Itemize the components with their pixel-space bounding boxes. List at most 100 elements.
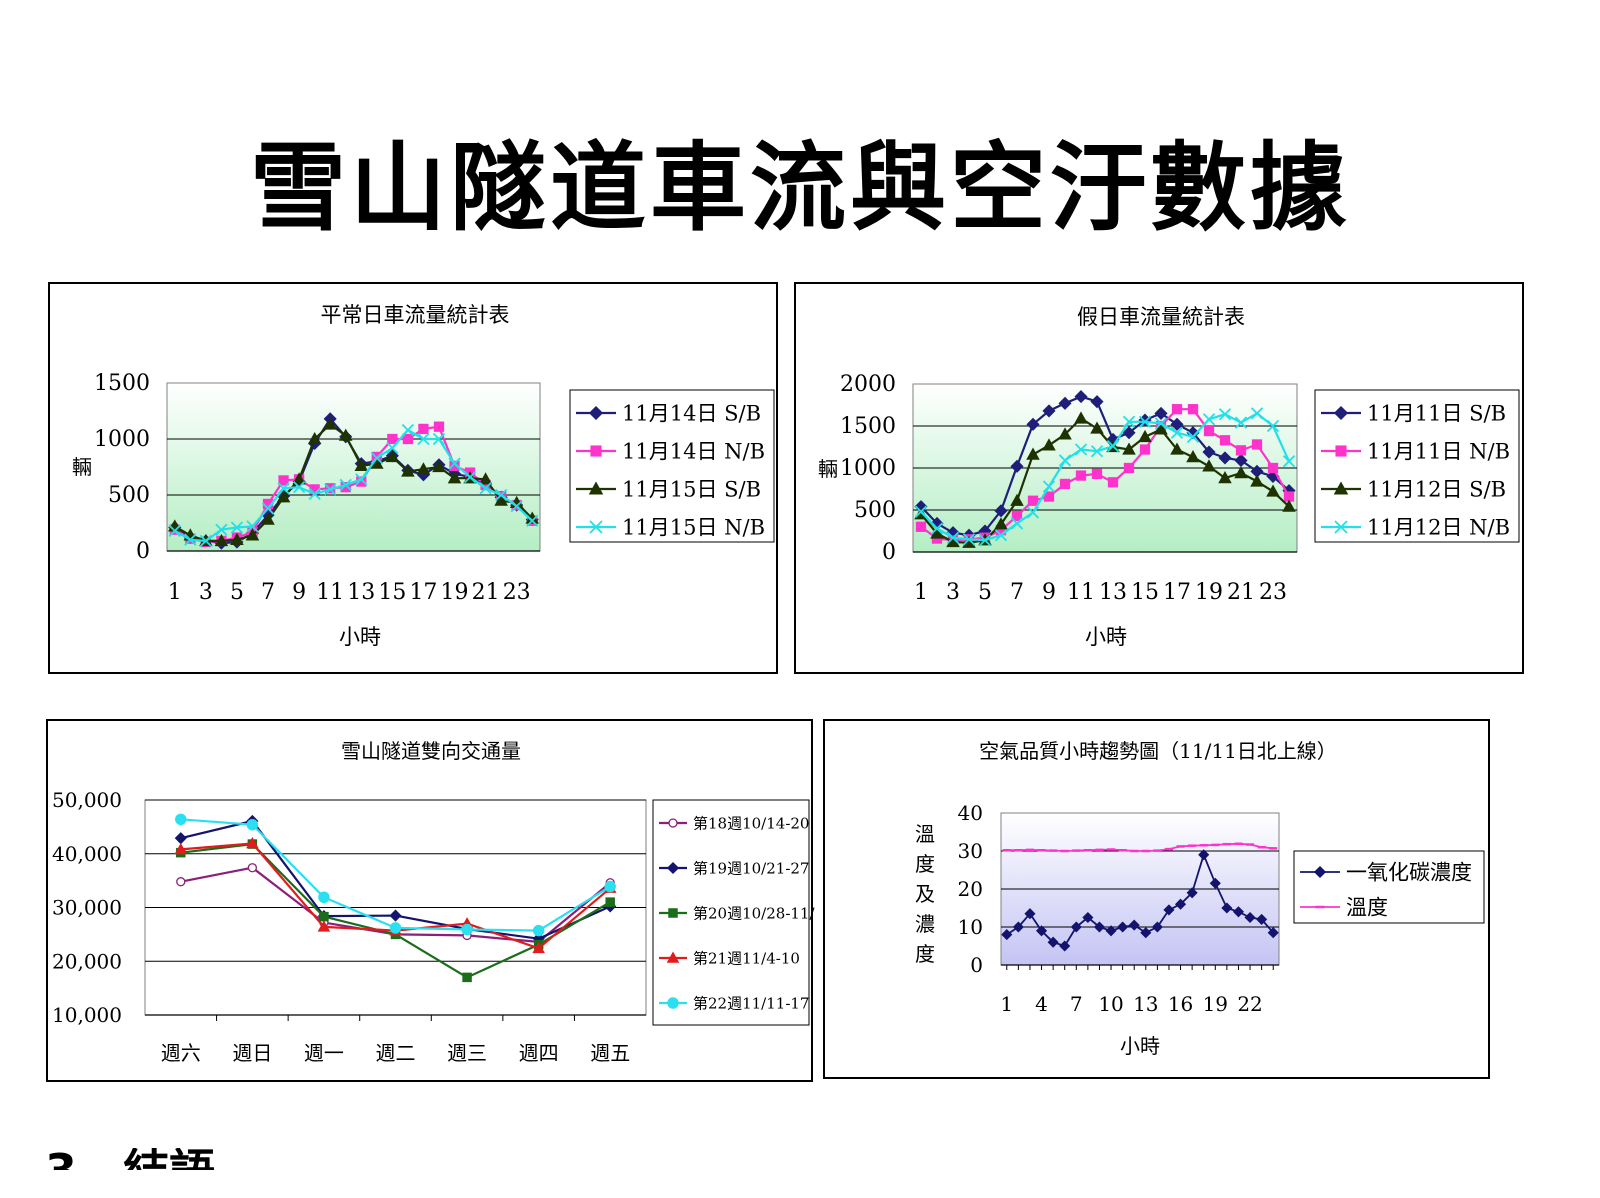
diamond-marker <box>1232 906 1245 918</box>
x-tick-label: 週二 <box>376 1041 416 1065</box>
x-tick-label: 週一 <box>304 1041 344 1065</box>
cross-marker <box>1010 517 1024 530</box>
x-tick-label: 週三 <box>447 1041 487 1065</box>
chart-panel-weekly-traffic: 雪山隧道雙向交通量 10,000 20,000 30,000 40,000 50,000 週… <box>46 719 815 1082</box>
square-marker <box>433 421 445 432</box>
cross-marker <box>1106 440 1120 453</box>
square-marker <box>1027 495 1039 506</box>
legend-label: 第22週11/11-17 <box>693 994 809 1012</box>
y-tick-label: 40,000 <box>52 842 122 866</box>
diamond-marker <box>1333 405 1349 421</box>
cross-marker <box>1058 454 1072 467</box>
series-2 <box>1002 842 1278 853</box>
y-tick-label: 500 <box>108 483 150 508</box>
diamond-marker <box>1202 445 1216 459</box>
square-marker <box>1219 435 1231 446</box>
diamond-marker <box>1070 921 1082 933</box>
legend-label: 11月15日 N/B <box>622 516 765 540</box>
legend-label: 第20週10/28-11/3 <box>693 904 815 922</box>
legend-item: 第22週11/11-17 <box>659 994 809 1012</box>
x-tick-label: 13 <box>1133 992 1158 1016</box>
chart-title: 空氣品質小時趨勢圖（11/11日北上線） <box>979 739 1337 763</box>
triangle-marker <box>930 526 944 539</box>
legend-label: 一氧化碳濃度 <box>1346 861 1472 885</box>
y-tick-label: 500 <box>854 498 896 523</box>
cross-marker <box>432 432 446 446</box>
cross-marker <box>1334 520 1348 534</box>
diamond-marker <box>1001 929 1013 941</box>
cross-marker <box>324 483 337 496</box>
cross-marker <box>994 529 1008 542</box>
x-tick-label: 17 <box>1163 580 1191 605</box>
x-tick-label: 1 <box>168 580 182 605</box>
series-1 <box>1001 849 1279 952</box>
x-axis-label: 小時 <box>1085 625 1127 649</box>
cross-marker <box>1186 430 1200 444</box>
cross-marker <box>1282 455 1296 468</box>
y-tick-label: 50,000 <box>52 788 122 812</box>
triangle-marker <box>1282 499 1296 512</box>
diamond-marker <box>1128 919 1140 931</box>
triangle-marker <box>532 941 545 954</box>
x-tick-label: 19 <box>1203 992 1228 1016</box>
x-tick-label: 7 <box>1070 992 1083 1016</box>
diamond-marker <box>1186 887 1198 899</box>
cross-marker <box>946 531 960 544</box>
x-tick-label: 3 <box>199 580 213 605</box>
legend <box>1314 389 1520 543</box>
triangle-marker <box>401 464 415 477</box>
chart-air-quality-trend: 空氣品質小時趨勢圖（11/11日北上線） 0 10 20 30 40 1 4 7 10 13 16 19… <box>915 739 1485 1058</box>
square-marker <box>1011 510 1023 522</box>
triangle-marker <box>416 462 431 475</box>
diamond-marker <box>389 909 402 922</box>
y-axis-label: 溫度及濃度 <box>915 822 935 966</box>
triangle-marker <box>432 459 446 473</box>
legend-label: 11月11日 N/B <box>1367 440 1510 464</box>
x-tick-label: 11 <box>1067 580 1095 605</box>
x-tick-label: 7 <box>261 580 275 605</box>
triangle-marker <box>307 431 322 445</box>
triangle-marker <box>246 836 259 849</box>
chart-weekly-bidirectional-traffic: 雪山隧道雙向交通量 10,000 20,000 30,000 40,000 50,000 週… <box>52 739 815 1065</box>
circle-marker <box>176 877 186 887</box>
legend-label: 11月12日 S/B <box>1367 478 1506 502</box>
square-marker <box>915 521 927 532</box>
triangle-marker <box>1138 429 1152 443</box>
y-tick-label: 0 <box>136 539 150 564</box>
y-tick-label: 1500 <box>840 414 896 439</box>
y-tick-label: 0 <box>882 540 896 565</box>
y-tick-label: 20 <box>958 877 983 901</box>
cross-marker <box>1234 416 1248 429</box>
cross-marker <box>1042 480 1056 493</box>
triangle-marker <box>338 428 353 441</box>
triangle-marker <box>1218 471 1232 484</box>
x-tick-label: 7 <box>1010 580 1024 605</box>
series-line <box>920 412 1291 542</box>
legend-item: 11月12日 S/B <box>1321 478 1506 502</box>
triangle-marker <box>317 920 331 932</box>
y-tick-label: 1000 <box>840 456 896 481</box>
x-axis-label: 小時 <box>339 625 381 649</box>
x-tick-label: 15 <box>1131 580 1159 605</box>
triangle-marker <box>994 517 1008 530</box>
diamond-marker <box>1154 406 1168 420</box>
diamond-marker <box>1058 396 1072 410</box>
x-tick-label: 19 <box>441 580 469 605</box>
x-tick-label: 17 <box>409 580 437 605</box>
diamond-marker <box>588 405 604 421</box>
legend-item: 溫度 <box>1300 896 1388 920</box>
circle-marker <box>247 863 258 873</box>
square-marker <box>1267 462 1279 474</box>
cross-marker <box>230 521 244 534</box>
legend-label: 11月11日 S/B <box>1367 402 1506 426</box>
diamond-marker <box>1151 921 1163 933</box>
diamond-marker <box>1122 426 1136 440</box>
y-tick-label: 1500 <box>94 371 150 396</box>
triangle-marker <box>1154 422 1168 435</box>
legend <box>569 389 775 543</box>
diamond-marker <box>666 861 680 875</box>
diamond-marker <box>1313 865 1327 879</box>
diamond-marker <box>1074 390 1088 404</box>
x-tick-label: 11 <box>316 580 344 605</box>
diamond-marker <box>1267 927 1279 939</box>
